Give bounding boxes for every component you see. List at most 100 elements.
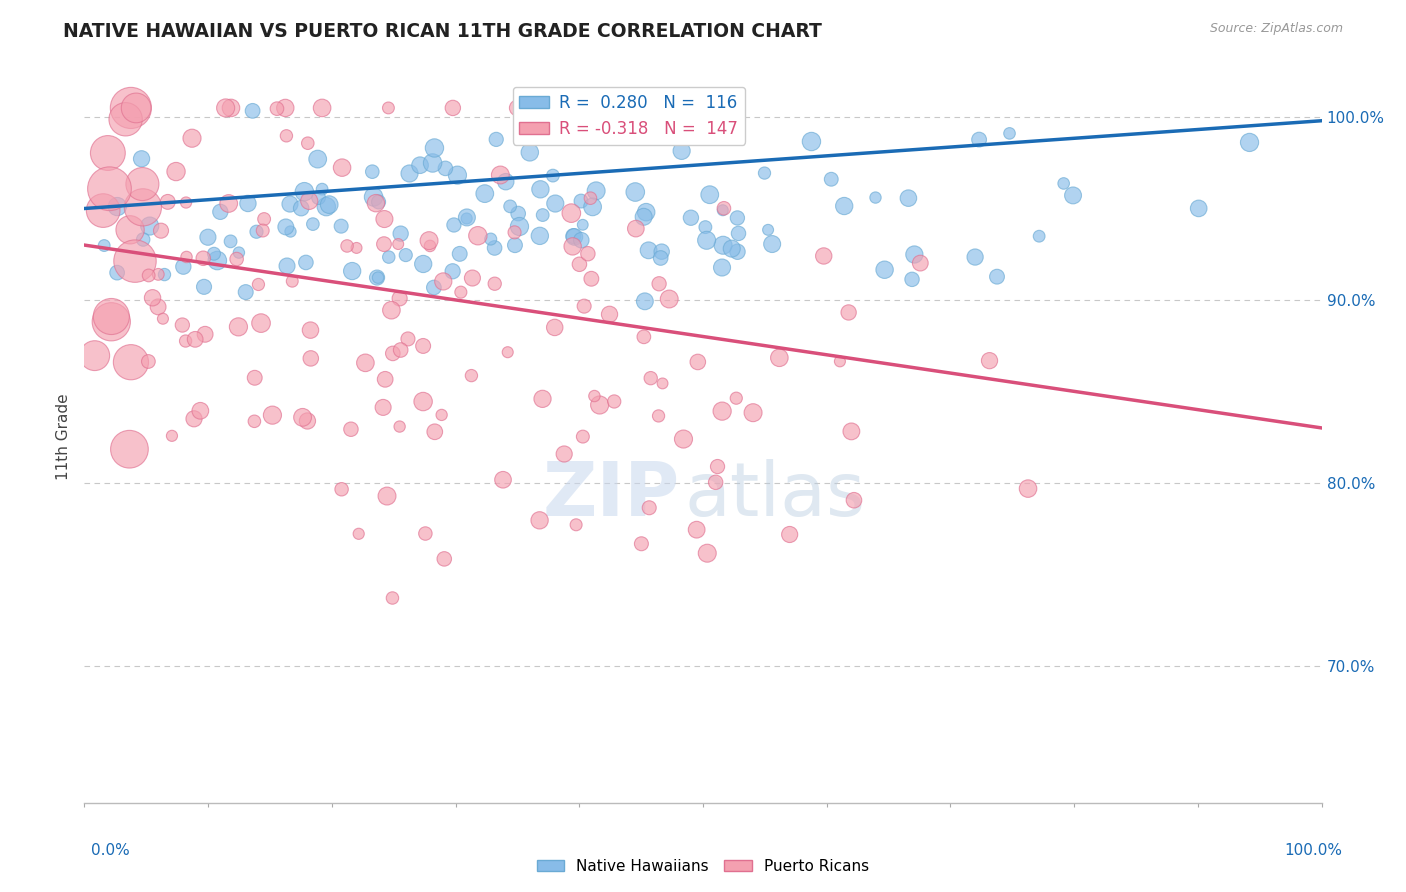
Point bbox=[571, 218, 593, 232]
Point bbox=[903, 247, 925, 261]
Point bbox=[193, 252, 215, 266]
Point bbox=[120, 101, 142, 115]
Point bbox=[340, 264, 363, 278]
Point bbox=[449, 247, 471, 261]
Point bbox=[375, 489, 398, 503]
Point bbox=[695, 220, 717, 235]
Point bbox=[138, 354, 160, 368]
Point bbox=[423, 141, 446, 155]
Point bbox=[460, 368, 482, 383]
Point bbox=[184, 332, 207, 346]
Point bbox=[105, 200, 128, 214]
Point bbox=[443, 218, 465, 232]
Point bbox=[276, 259, 298, 273]
Point bbox=[336, 239, 359, 253]
Point bbox=[965, 250, 987, 264]
Point bbox=[572, 429, 595, 443]
Point bbox=[120, 355, 142, 369]
Point bbox=[508, 219, 530, 234]
Point bbox=[100, 310, 122, 324]
Point bbox=[346, 241, 368, 255]
Point bbox=[93, 238, 115, 252]
Point bbox=[441, 264, 464, 278]
Point bbox=[194, 327, 217, 342]
Point bbox=[633, 210, 655, 224]
Point bbox=[307, 152, 329, 166]
Point bbox=[374, 372, 396, 386]
Point bbox=[98, 182, 121, 196]
Point bbox=[1239, 136, 1261, 150]
Point bbox=[388, 292, 411, 306]
Point bbox=[706, 459, 728, 474]
Text: NATIVE HAWAIIAN VS PUERTO RICAN 11TH GRADE CORRELATION CHART: NATIVE HAWAIIAN VS PUERTO RICAN 11TH GRA… bbox=[63, 22, 823, 41]
Point bbox=[124, 254, 146, 268]
Point bbox=[172, 260, 194, 274]
Point bbox=[711, 260, 734, 275]
Point bbox=[242, 103, 264, 118]
Point bbox=[508, 206, 530, 220]
Point bbox=[565, 517, 588, 532]
Point bbox=[686, 355, 709, 369]
Point bbox=[132, 200, 155, 214]
Point bbox=[274, 219, 297, 234]
Point bbox=[651, 376, 673, 391]
Point bbox=[474, 186, 496, 201]
Point bbox=[236, 196, 259, 211]
Point bbox=[679, 211, 702, 225]
Point bbox=[308, 191, 330, 205]
Point bbox=[197, 230, 219, 244]
Point bbox=[967, 133, 990, 147]
Point bbox=[298, 194, 321, 208]
Point bbox=[651, 244, 673, 259]
Point bbox=[585, 184, 607, 198]
Point bbox=[873, 262, 896, 277]
Point bbox=[354, 356, 377, 370]
Point bbox=[247, 277, 270, 292]
Point bbox=[503, 225, 526, 239]
Point bbox=[581, 200, 603, 214]
Point bbox=[779, 527, 801, 541]
Point bbox=[142, 291, 165, 305]
Point bbox=[152, 311, 174, 326]
Point bbox=[280, 225, 302, 239]
Point bbox=[696, 546, 718, 560]
Point bbox=[389, 343, 412, 357]
Point bbox=[377, 101, 399, 115]
Point bbox=[564, 230, 586, 244]
Point bbox=[202, 246, 225, 260]
Point bbox=[713, 202, 735, 216]
Point bbox=[832, 199, 855, 213]
Point bbox=[367, 270, 389, 285]
Point bbox=[484, 277, 506, 291]
Point bbox=[371, 401, 394, 415]
Point bbox=[979, 353, 1001, 368]
Point bbox=[387, 237, 409, 252]
Point bbox=[292, 185, 315, 199]
Point bbox=[219, 235, 242, 249]
Point bbox=[841, 425, 863, 439]
Point bbox=[432, 275, 454, 289]
Point bbox=[243, 371, 266, 385]
Point bbox=[243, 414, 266, 428]
Point bbox=[318, 197, 340, 211]
Point bbox=[181, 131, 204, 145]
Point bbox=[330, 219, 353, 234]
Point bbox=[188, 404, 211, 418]
Point bbox=[150, 224, 173, 238]
Point bbox=[363, 190, 385, 204]
Point bbox=[291, 410, 314, 425]
Point bbox=[418, 234, 440, 248]
Point bbox=[461, 271, 484, 285]
Point bbox=[450, 285, 472, 300]
Legend: R =  0.280   N =  116, R = -0.318   N =  147: R = 0.280 N = 116, R = -0.318 N = 147 bbox=[513, 87, 745, 145]
Point bbox=[214, 101, 236, 115]
Point bbox=[290, 201, 312, 215]
Point bbox=[998, 127, 1021, 141]
Text: 100.0%: 100.0% bbox=[1285, 843, 1343, 858]
Point bbox=[624, 185, 647, 199]
Point bbox=[172, 318, 194, 332]
Point bbox=[276, 128, 298, 143]
Point bbox=[389, 227, 412, 241]
Point bbox=[553, 447, 575, 461]
Point bbox=[865, 190, 887, 204]
